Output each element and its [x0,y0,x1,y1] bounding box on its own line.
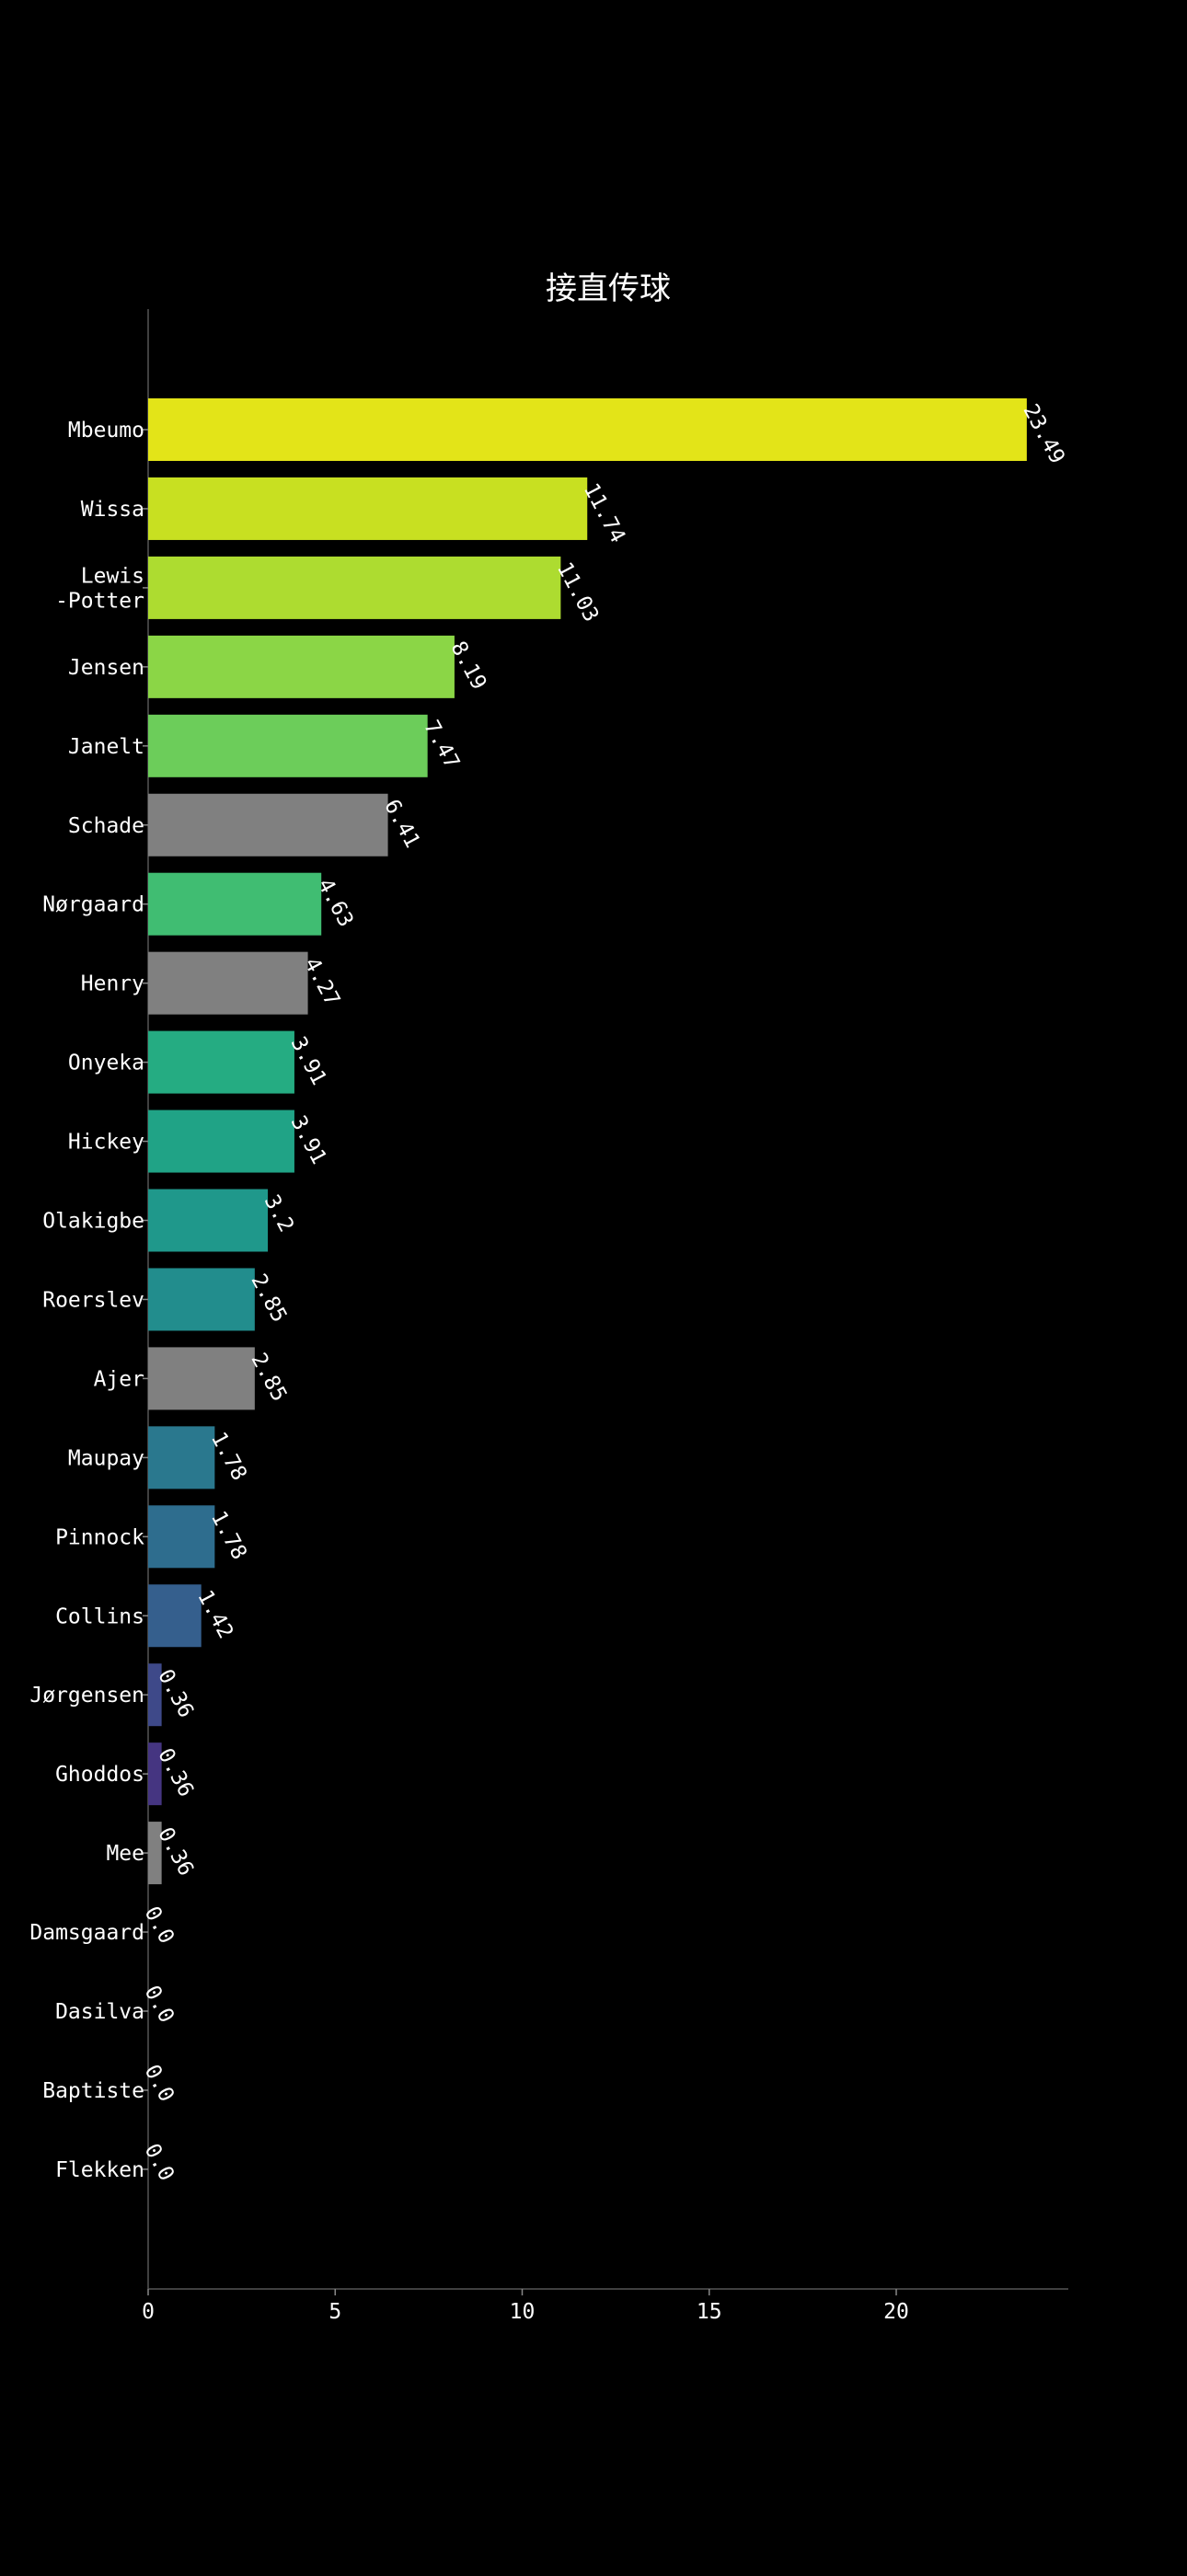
bar [148,714,428,777]
bar [148,477,588,540]
bar [148,951,308,1015]
category-label: Ghoddos [55,1763,144,1787]
category-label: Onyeka [68,1052,144,1075]
category-label: Nørgaard [42,893,144,917]
category-label: Collins [55,1604,144,1628]
category-label: Dasilva [55,2000,144,2024]
value-label: 0.0 [140,2140,179,2185]
category-label: Schade [68,814,144,838]
category-label: Olakigbe [42,1210,144,1234]
bar [148,1584,202,1648]
category-label: Jensen [68,656,144,680]
category-label: Flekken [55,2158,144,2182]
category-label: Ajer [94,1367,144,1391]
value-label: 0.0 [140,1903,179,1948]
category-label: Baptiste [42,2079,144,2103]
category-label: Janelt [68,735,144,759]
category-label: Wissa [81,498,144,522]
category-label: Pinnock [55,1525,144,1549]
bar [148,1268,255,1331]
category-label: Hickey [68,1131,144,1155]
category-label: Henry [81,972,144,996]
x-tick-label: 10 [510,2300,536,2324]
bar [148,1663,162,1727]
bar [148,1822,162,1885]
bar [148,398,1027,461]
bar [148,1505,215,1569]
bar [148,1110,294,1173]
bar [148,1426,215,1489]
chart-title: 接直传球 [546,270,671,307]
category-label: Jørgensen [29,1684,144,1708]
category-label: Mbeumo [68,419,144,443]
category-label: Maupay [68,1446,144,1470]
bar [148,872,322,936]
category-label: Mee [106,1842,144,1866]
bar [148,793,388,857]
bar [148,556,561,619]
x-tick-label: 20 [883,2300,909,2324]
x-tick-label: 15 [697,2300,722,2324]
bar [148,1742,162,1806]
category-label: Lewis -Potter [55,564,144,613]
bar [148,1030,294,1094]
bar [148,1347,255,1410]
bar [148,635,455,698]
value-label: 0.0 [140,2061,179,2106]
x-tick-label: 0 [142,2300,155,2324]
bar [148,1189,269,1252]
x-tick-label: 5 [328,2300,341,2324]
category-label: Roerslev [42,1288,144,1312]
category-label: Damsgaard [29,1921,144,1945]
value-label: 0.0 [140,1982,179,2027]
